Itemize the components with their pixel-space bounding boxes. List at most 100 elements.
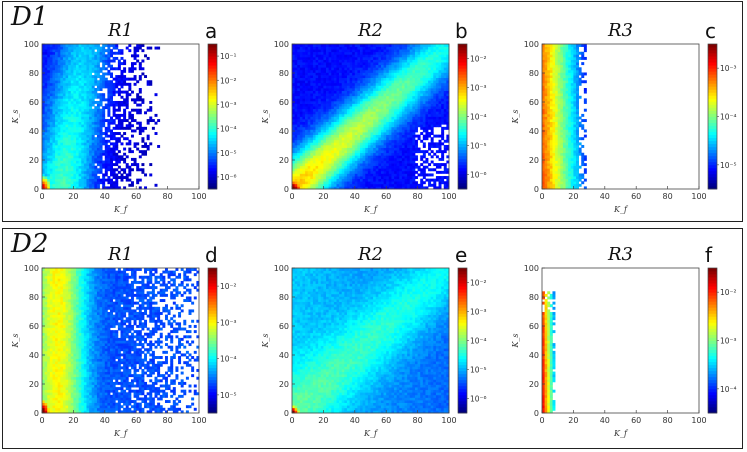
heatmap-cell (412, 163, 416, 167)
heatmap-cell (349, 49, 353, 53)
heatmap-cell (365, 51, 369, 55)
heatmap-cell (149, 100, 153, 104)
heatmap-cell (388, 69, 392, 73)
heatmap-cell (307, 98, 311, 102)
heatmap-cell (310, 116, 314, 120)
heatmap-cell (107, 56, 111, 60)
heatmap-cell (55, 129, 59, 133)
heatmap-cell (386, 88, 390, 91)
heatmap-cell (294, 178, 298, 182)
heatmap-cells-a (42, 44, 161, 190)
heatmap-cell (373, 67, 377, 71)
heatmap-cell (344, 54, 348, 58)
heatmap-cell (138, 150, 142, 154)
heatmap-cell (391, 56, 395, 60)
heatmap-cell (312, 95, 316, 99)
heatmap-cell (378, 129, 382, 133)
heatmap-cell (404, 69, 408, 73)
heatmap-cell (60, 165, 64, 169)
heatmap-cell (339, 132, 343, 135)
heatmap-cell (360, 75, 363, 79)
heatmap-cell (404, 56, 408, 60)
heatmap-cell (414, 155, 418, 159)
heatmap-cell (107, 129, 111, 133)
heatmap-cell (417, 147, 421, 151)
heatmap-cell (104, 155, 108, 159)
colorbar-step (208, 173, 217, 178)
heatmap-cell (312, 46, 316, 50)
heatmap-cell (386, 82, 390, 86)
heatmap-cell (326, 67, 329, 71)
heatmap-cell (102, 163, 106, 167)
heatmap-cell (312, 157, 316, 161)
heatmap-cell (349, 163, 353, 167)
heatmap-cell (430, 95, 434, 99)
heatmap-cell (144, 173, 148, 177)
heatmap-cell (336, 173, 340, 177)
heatmap-cell (386, 64, 390, 68)
heatmap-cell (407, 170, 411, 174)
heatmap-cell (55, 56, 59, 60)
heatmap-cell (328, 49, 332, 53)
heatmap-cell (307, 126, 311, 130)
heatmap-cell (141, 168, 145, 172)
heatmap-cell (409, 139, 413, 143)
heatmap-cell (65, 170, 69, 174)
heatmap-cell (73, 129, 77, 133)
heatmap-cell (349, 150, 353, 154)
heatmap-cell (349, 108, 353, 112)
heatmap-cell (76, 165, 79, 169)
heatmap-cell (352, 181, 356, 185)
heatmap-cell (83, 155, 87, 159)
heatmap-cell (386, 54, 390, 58)
heatmap-cell (76, 163, 79, 167)
heatmap-cell (399, 116, 403, 120)
heatmap-cell (307, 85, 311, 89)
heatmap-cell (422, 93, 426, 97)
heatmap-cell (99, 119, 103, 123)
heatmap-cell (49, 142, 53, 146)
colorbar-step (208, 113, 217, 117)
heatmap-cell (373, 85, 377, 89)
heatmap-cell (102, 124, 106, 128)
heatmap-cell (404, 106, 408, 110)
heatmap-cell (339, 150, 343, 154)
heatmap-cell (407, 165, 411, 169)
heatmap-cell (305, 134, 309, 138)
heatmap-cell (394, 168, 398, 172)
heatmap-cell (370, 186, 374, 190)
heatmap-cell (394, 113, 398, 117)
heatmap-cell (420, 173, 424, 177)
heatmap-cell (107, 100, 111, 104)
heatmap-cell (307, 160, 311, 164)
heatmap-cell (428, 178, 432, 182)
heatmap-cell (55, 106, 59, 110)
colorbar-tick-label: 10⁻³ (220, 100, 237, 109)
heatmap-cell (391, 69, 395, 73)
heatmap-cell (49, 124, 53, 128)
heatmap-cell (154, 46, 158, 50)
heatmap-cell (375, 51, 379, 55)
heatmap-cell (428, 181, 432, 185)
heatmap-cell (86, 132, 90, 135)
heatmap-cell (83, 121, 87, 125)
heatmap-cell (62, 183, 66, 187)
heatmap-cell (375, 108, 379, 112)
heatmap-cell (78, 90, 82, 94)
heatmap-cell (370, 121, 374, 125)
heatmap-cell (326, 186, 329, 190)
heatmap-cell (83, 67, 87, 71)
heatmap-cell (78, 72, 82, 76)
heatmap-cell (315, 69, 319, 73)
heatmap-cell (354, 186, 358, 190)
heatmap-cell (102, 95, 106, 99)
heatmap-cell (365, 178, 369, 182)
heatmap-cell (388, 64, 392, 68)
heatmap-cell (420, 49, 424, 53)
heatmap-cell (78, 116, 82, 120)
heatmap-cell (81, 49, 85, 53)
heatmap-cell (89, 170, 93, 174)
heatmap-cell (362, 126, 366, 130)
heatmap-cell (373, 93, 377, 97)
heatmap-cell (328, 64, 332, 68)
